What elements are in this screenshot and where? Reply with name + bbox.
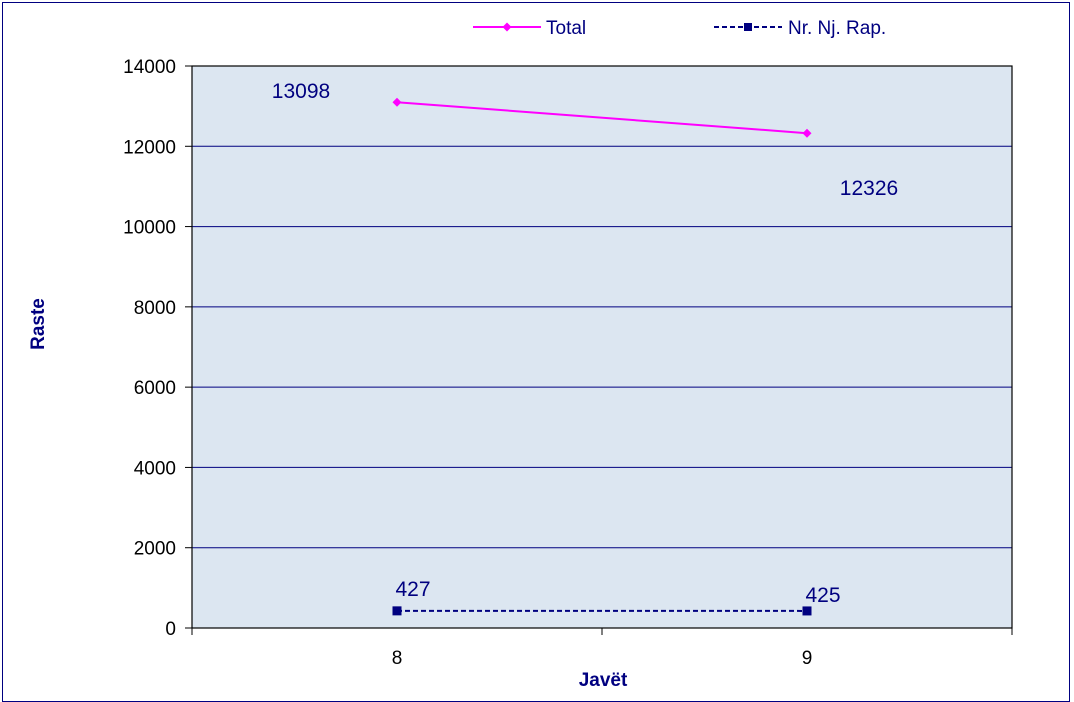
y-tick-label: 6000	[134, 378, 176, 399]
x-axis-title: Javët	[579, 670, 628, 691]
legend-label-nr-nj-rap: Nr. Nj. Rap.	[788, 18, 886, 39]
y-tick-label: 2000	[134, 539, 176, 560]
x-tick-label-8: 8	[392, 648, 403, 669]
plot-area	[192, 66, 1012, 628]
legend-item-nr-nj-rap: Nr. Nj. Rap.	[714, 18, 886, 39]
data-point-nr-nj-rap-8	[393, 606, 402, 615]
data-label: 427	[395, 578, 430, 601]
y-tick-label: 14000	[123, 57, 176, 78]
y-tick-label: 0	[165, 619, 176, 640]
x-tick-label-9: 9	[802, 648, 813, 669]
data-label: 425	[805, 584, 840, 607]
legend: Total Nr. Nj. Rap.	[473, 18, 886, 39]
y-tick-labels: 0 2000 4000 6000 8000 10000 12000 14000	[123, 57, 176, 640]
data-label: 13098	[272, 80, 330, 103]
legend-marker-total	[503, 23, 512, 32]
legend-marker-nr-nj-rap	[744, 23, 752, 31]
legend-item-total: Total	[473, 18, 586, 39]
y-tick-label: 12000	[123, 137, 176, 158]
y-tick-label: 8000	[134, 298, 176, 319]
y-tick-label: 10000	[123, 218, 176, 239]
legend-label-total: Total	[546, 18, 586, 39]
data-point-nr-nj-rap-9	[803, 606, 812, 615]
y-axis-title: Raste	[28, 298, 49, 350]
data-label: 12326	[840, 177, 898, 200]
y-tick-label: 4000	[134, 458, 176, 479]
